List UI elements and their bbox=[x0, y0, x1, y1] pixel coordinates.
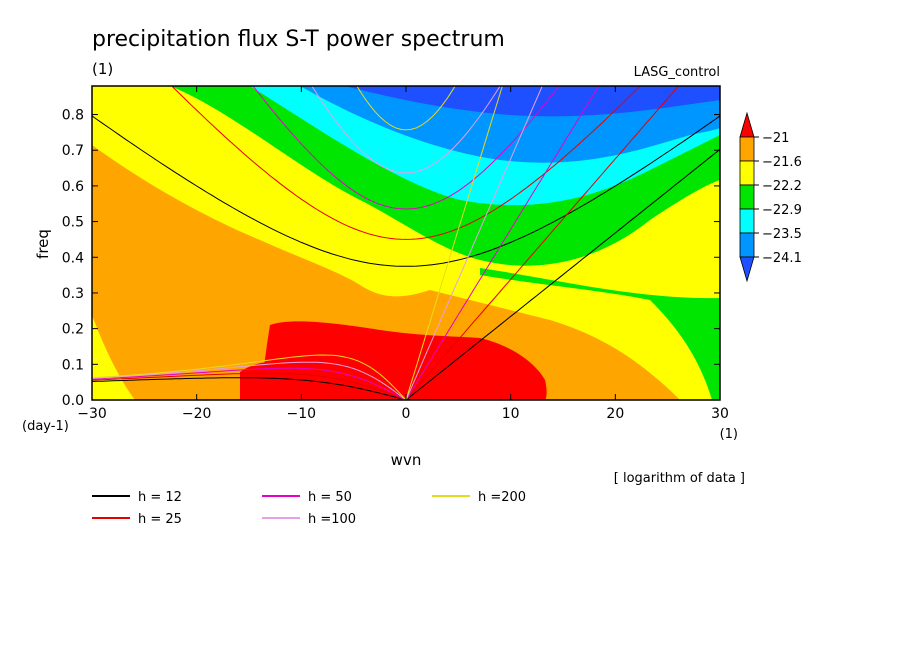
legend: h = 12 h = 25 h = 50 h =100 h =200 bbox=[92, 490, 526, 527]
legend-label: h =200 bbox=[478, 490, 526, 505]
colorbar-top-arrow bbox=[739, 111, 755, 138]
y-tick-label: 0.8 bbox=[62, 108, 84, 124]
y-tick-label: 0.2 bbox=[62, 322, 84, 338]
colorbar-label: −23.5 bbox=[762, 227, 802, 242]
y-tick-label: 0.5 bbox=[62, 215, 84, 231]
rossby-curve-100 bbox=[92, 361, 407, 400]
colorbar-label: −21 bbox=[762, 131, 789, 146]
colorbar-cell bbox=[739, 184, 755, 210]
band-darkblue-region bbox=[345, 86, 720, 117]
ig-curve-100 bbox=[311, 86, 501, 174]
colorbar-label: −22.9 bbox=[762, 203, 802, 218]
colorbar-label: −21.6 bbox=[762, 155, 802, 170]
ig-curve-50 bbox=[252, 86, 560, 210]
colorbar-cell bbox=[739, 208, 755, 234]
kelvin-curve-50 bbox=[405, 86, 600, 400]
chart-title: precipitation flux S-T power spectrum bbox=[92, 27, 505, 52]
plot-area bbox=[92, 86, 720, 400]
ig-curve-200 bbox=[356, 86, 456, 131]
band-level-1-left bbox=[240, 362, 270, 400]
ig-curve-12 bbox=[92, 115, 720, 267]
band-green-right bbox=[480, 268, 720, 400]
y-tick-label: 0.1 bbox=[62, 357, 84, 373]
x-tick-label: −30 bbox=[77, 406, 107, 422]
y-tick-label: 0.3 bbox=[62, 286, 84, 302]
rossby-curve-200 bbox=[92, 354, 407, 400]
colorbar-bottom-arrow bbox=[739, 256, 755, 283]
y-axis-label: freq bbox=[34, 229, 52, 259]
kelvin-curve-25 bbox=[405, 86, 680, 400]
y-tick-label: 0.7 bbox=[62, 143, 84, 159]
rossby-curve-50 bbox=[92, 367, 407, 400]
legend-label: h =100 bbox=[308, 512, 356, 527]
band-level-1 bbox=[260, 321, 547, 400]
colorbar: −21 −21.6 −22.2 −22.9 −23.5 −24.1 bbox=[739, 111, 802, 283]
y-tick-label: 0.6 bbox=[62, 179, 84, 195]
legend-label: h = 50 bbox=[308, 490, 352, 505]
legend-label: h = 25 bbox=[138, 512, 182, 527]
rossby-curve-12 bbox=[92, 377, 407, 400]
kelvin-curve-12 bbox=[405, 148, 720, 400]
unit-label: (1) bbox=[92, 60, 113, 78]
x-tick-label: 0 bbox=[402, 406, 411, 422]
colorbar-cell bbox=[739, 232, 755, 258]
colorbar-label: −24.1 bbox=[762, 251, 802, 266]
run-label: LASG_control bbox=[634, 65, 720, 80]
rossby-curve-25 bbox=[92, 372, 407, 400]
colorbar-cell bbox=[739, 160, 755, 186]
colorbar-cell bbox=[739, 136, 755, 162]
x-tick-label: −10 bbox=[287, 406, 317, 422]
x-unit-label: (1) bbox=[720, 427, 738, 442]
legend-label: h = 12 bbox=[138, 490, 182, 505]
x-axis-label: wvn bbox=[391, 451, 422, 469]
x-tick-label: −20 bbox=[182, 406, 212, 422]
ig-curve-25 bbox=[171, 86, 641, 240]
x-tick-label: 30 bbox=[711, 406, 729, 422]
kelvin-curve-200 bbox=[405, 86, 503, 400]
band-level-2 bbox=[92, 145, 680, 400]
colorbar-label: −22.2 bbox=[762, 179, 802, 194]
x-tick-label: 10 bbox=[502, 406, 520, 422]
y-tick-label: 0.0 bbox=[62, 393, 84, 409]
kelvin-curve-100 bbox=[405, 86, 543, 400]
y-unit-label: (day-1) bbox=[22, 419, 69, 434]
x-tick-label: 20 bbox=[606, 406, 624, 422]
note-label: [ logarithm of data ] bbox=[614, 471, 745, 486]
y-tick-label: 0.4 bbox=[62, 250, 84, 266]
